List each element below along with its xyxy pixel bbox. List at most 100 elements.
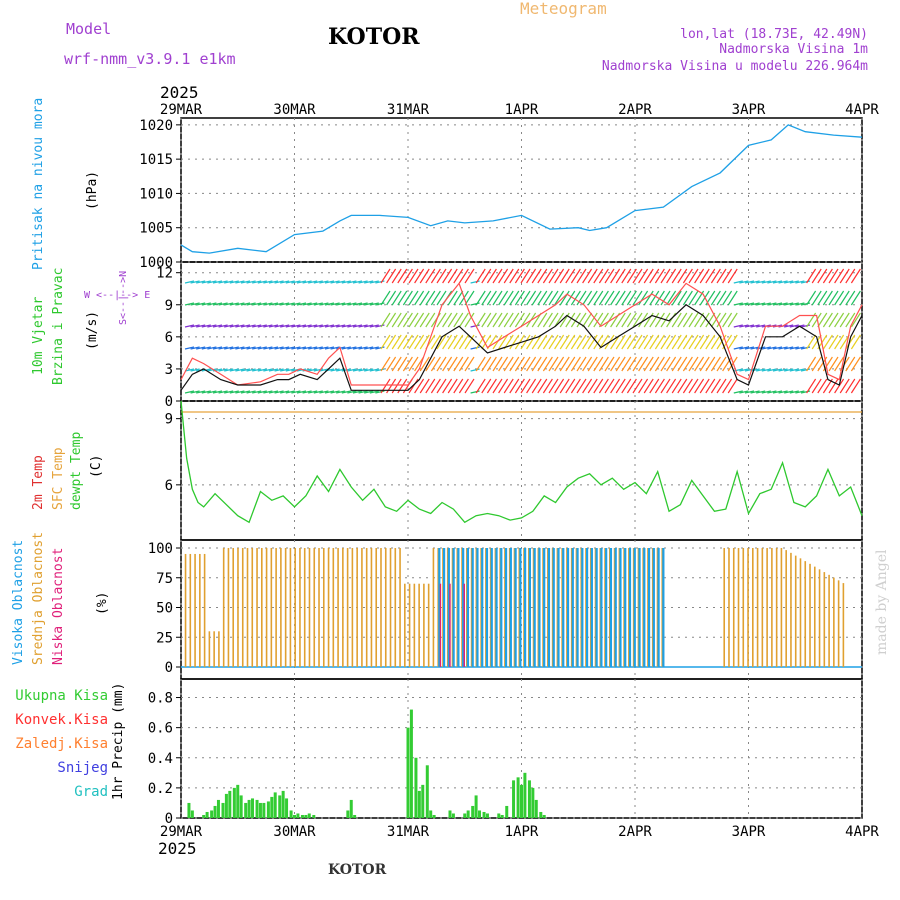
wind-barb: [235, 346, 245, 350]
wind-barb: [548, 378, 559, 394]
wind-barb: [834, 334, 845, 350]
wind-barb: [828, 268, 839, 284]
wind-barb: [671, 334, 682, 350]
wind-barb: [235, 302, 245, 306]
wind-barb: [621, 334, 632, 350]
wind-barb: [386, 290, 397, 306]
wind-barb: [319, 280, 329, 284]
wind-barb: [364, 324, 374, 328]
wind-barb: [442, 334, 453, 350]
wind-barb: [559, 356, 570, 372]
wind-barb: [671, 378, 682, 394]
temp-ylabel1: 2m Temp: [31, 455, 46, 510]
wind-barb: [582, 268, 593, 284]
wind-barb: [520, 268, 531, 284]
wind-barb: [207, 280, 217, 284]
wind-barb: [364, 368, 374, 372]
wind-barb: [722, 268, 733, 284]
wind-barb: [694, 334, 705, 350]
wind-barb: [207, 390, 217, 394]
wind-barb: [240, 324, 251, 328]
wind-barb: [845, 356, 856, 372]
wind-ylabel1: 10m Vjetar: [31, 297, 46, 375]
y-tick-label: 25: [156, 630, 173, 646]
wind-barb: [453, 268, 464, 284]
wind-barb: [784, 390, 794, 394]
wind-barb: [274, 368, 284, 372]
wind-barb: [313, 324, 323, 328]
wind-barb: [598, 268, 609, 284]
wind-barb: [274, 302, 284, 306]
wind-barb: [263, 324, 273, 328]
wind-barb: [587, 356, 598, 372]
precip-bar: [210, 810, 214, 818]
wind-barb: [341, 302, 351, 306]
wind-barb: [772, 280, 783, 284]
wind-barb: [626, 312, 637, 328]
wind-barb: [850, 378, 861, 394]
wind-barb: [834, 268, 845, 284]
wind-barb: [654, 312, 665, 328]
precip-bar: [505, 805, 509, 818]
wind-barb: [414, 356, 425, 372]
precip-bar: [285, 798, 289, 818]
wind-barb: [761, 302, 771, 306]
wind-barb: [481, 356, 492, 372]
wind-barb: [677, 312, 688, 328]
x-tick-top: 30MAR: [273, 102, 316, 118]
wind-barb: [789, 324, 799, 328]
precip-bar: [307, 813, 311, 818]
wind-barb: [688, 334, 699, 350]
wind-barb: [447, 356, 458, 372]
wind-barb: [453, 334, 464, 350]
wind-barb: [336, 302, 346, 306]
x-tick-bottom: 1APR: [505, 824, 539, 840]
wind-barb: [845, 378, 856, 394]
wind-barb: [643, 290, 654, 306]
y-tick-label: 0.4: [148, 751, 173, 767]
precip-bar: [520, 784, 523, 818]
precip-bar: [232, 787, 236, 818]
wind-barb: [772, 390, 783, 394]
panel-frame: [180, 400, 863, 541]
wind-barb: [615, 356, 626, 372]
wind-barb: [229, 324, 239, 328]
wind-barb: [531, 378, 542, 394]
wind-barb: [822, 290, 833, 306]
precip-bar: [478, 810, 482, 818]
wind-barb: [750, 390, 760, 394]
wind-barb: [402, 312, 413, 328]
wind-barb: [347, 390, 357, 394]
wind-barb: [845, 312, 856, 328]
wind-barb: [694, 356, 705, 372]
wind-barb: [201, 280, 211, 284]
precip-bar: [346, 810, 350, 818]
wind-barb: [638, 378, 649, 394]
precip-bar: [353, 814, 357, 818]
wind-barb: [739, 368, 749, 372]
wind-barb: [397, 312, 408, 328]
wind-barb: [196, 302, 206, 306]
wind-barb: [767, 390, 777, 394]
cloud-ylabel2: Srednja Oblacnost: [31, 532, 46, 665]
wind-barb: [252, 280, 262, 284]
precip-bar: [312, 814, 316, 818]
wind-barb: [240, 280, 251, 284]
wind-barb: [475, 356, 486, 372]
wind-barb: [800, 390, 811, 394]
wind-barb: [565, 268, 576, 284]
year-bottom: 2025: [158, 839, 197, 858]
wind-barb: [453, 378, 464, 394]
wind-barb: [537, 312, 548, 328]
wind-barb: [425, 356, 436, 372]
wind-barb: [800, 302, 811, 306]
y-tick-label: 0.8: [148, 691, 173, 707]
wind-barb: [621, 378, 632, 394]
wind-barb: [352, 280, 363, 284]
precip-bar: [244, 802, 248, 818]
credit-text: made by Angel: [874, 549, 890, 655]
wind-gust-line: [180, 282, 863, 386]
wind-barb: [336, 346, 346, 350]
wind-barb: [828, 356, 839, 372]
wind-barb: [313, 390, 323, 394]
